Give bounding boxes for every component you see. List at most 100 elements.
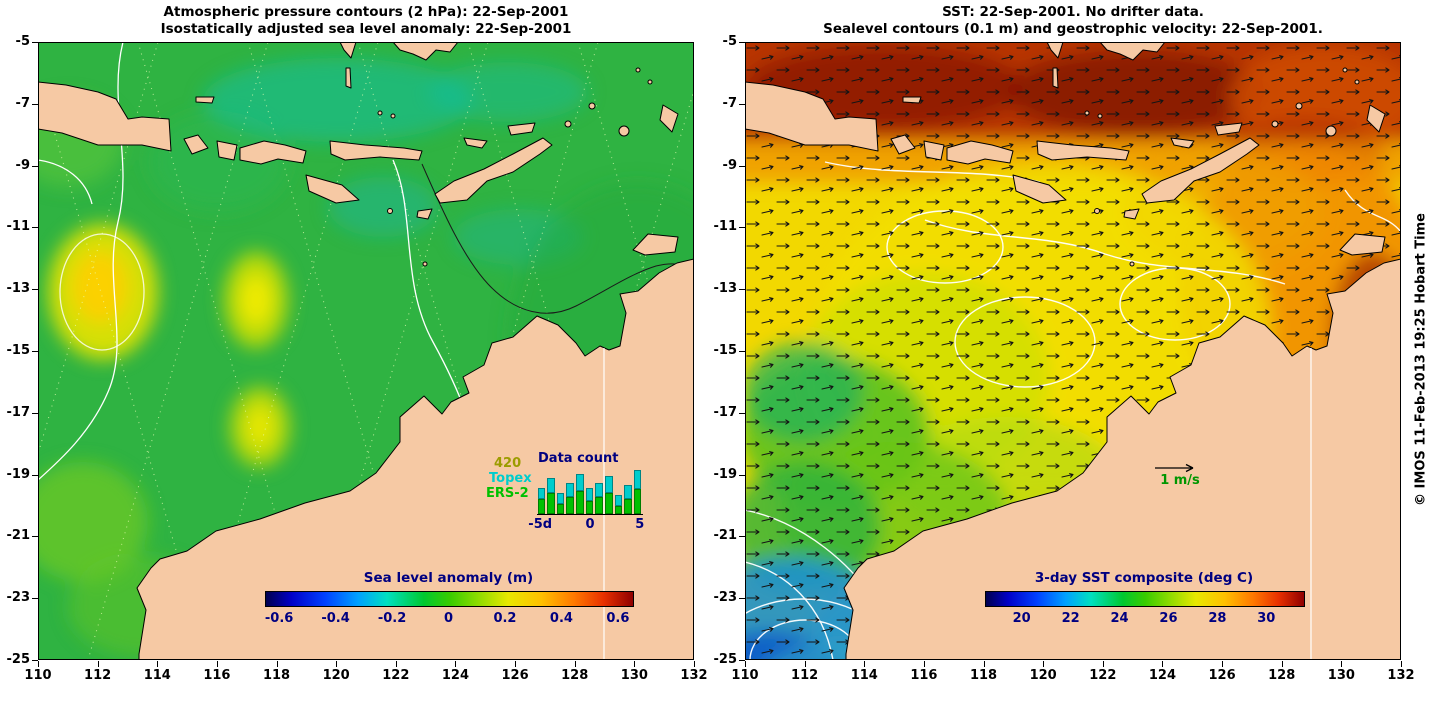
histogram-bar-segment [624, 484, 632, 500]
right-panel-title-line2: Sealevel contours (0.1 m) and geostrophi… [823, 21, 1323, 37]
lat-tick-mark [32, 42, 38, 43]
lat-tick-label: -15 [6, 343, 31, 358]
plot-border [745, 42, 1401, 660]
lon-tick-mark [694, 661, 695, 667]
inset-x-tick-label: 0 [585, 517, 595, 532]
data-count-title: Data count [538, 451, 619, 466]
lon-tick-mark [864, 661, 866, 667]
lat-tick-mark [32, 598, 38, 600]
lat-tick-mark [739, 660, 745, 661]
colorbar-tick-label: 26 [1159, 611, 1178, 626]
histogram-bar-segment [604, 476, 613, 494]
lon-tick-mark [97, 661, 99, 667]
lon-tick-label: 122 [1089, 668, 1117, 683]
lon-tick-label: 122 [382, 668, 410, 683]
lon-tick-mark [336, 661, 338, 667]
histogram-bar-segment [614, 505, 623, 514]
inset-legend-ers2: ERS-2 [486, 486, 529, 501]
histogram-bar-segment [566, 482, 575, 498]
colorbar-tick-label: 0 [443, 611, 454, 626]
histogram-bar-segment [585, 487, 594, 502]
lat-tick-mark [32, 165, 38, 167]
left-panel-title-line1: Atmospheric pressure contours (2 hPa): 2… [163, 4, 569, 20]
lon-tick-label: 132 [1387, 668, 1415, 683]
colorbar-tick-label: 0.6 [606, 611, 630, 626]
histogram-bar-segment [556, 493, 565, 504]
inset-x-tick-label: 5 [635, 517, 645, 532]
histogram-bar-segment [537, 499, 546, 514]
lat-tick-mark [32, 536, 38, 538]
lat-tick-mark [739, 351, 745, 352]
lon-tick-label: 112 [791, 668, 819, 683]
lon-tick-mark [983, 661, 985, 667]
lon-tick-mark [276, 661, 278, 667]
lon-tick-label: 124 [441, 668, 470, 683]
lon-tick-label: 114 [143, 668, 171, 683]
colorbar-tick-label: -0.2 [377, 611, 407, 626]
lat-tick-label: -15 [713, 343, 738, 358]
lon-tick-label: 130 [1327, 668, 1355, 683]
lon-tick-label: 120 [322, 668, 350, 683]
histogram-bar-segment [556, 503, 565, 514]
lon-tick-label: 110 [731, 668, 759, 683]
lon-tick-label: 118 [969, 668, 998, 683]
shelf-contour [421, 163, 694, 314]
lon-tick-label: 132 [680, 668, 708, 683]
sea-level-colorbar-title: Sea level anomaly (m) [363, 570, 534, 586]
lon-tick-mark [1162, 661, 1164, 667]
lat-tick-mark [739, 536, 745, 538]
colorbar-tick-label: 0.4 [549, 611, 573, 626]
lon-tick-mark [634, 661, 636, 667]
lon-tick-mark [515, 661, 517, 667]
lon-tick-label: 110 [24, 668, 52, 683]
lat-tick-label: -9 [15, 157, 30, 173]
lat-tick-label: -25 [6, 652, 31, 667]
lat-tick-mark [739, 474, 745, 476]
lat-tick-mark [739, 598, 745, 600]
sst-colorbar [985, 591, 1305, 607]
lon-tick-mark [1401, 661, 1402, 667]
histogram-bar-segment [585, 501, 594, 514]
lat-tick-mark [32, 412, 38, 414]
lon-tick-label: 128 [561, 668, 589, 683]
lat-tick-mark [739, 412, 745, 414]
colorbar-tick-label: 20 [1012, 611, 1031, 626]
lat-tick-label: -21 [6, 528, 31, 544]
lat-tick-mark [32, 474, 38, 476]
plot-border [38, 42, 694, 660]
lon-tick-mark [455, 661, 457, 667]
inset-legend-topex: Topex [489, 471, 532, 486]
lon-tick-mark [745, 661, 746, 667]
lon-tick-label: 126 [501, 668, 529, 683]
lon-tick-mark [1341, 661, 1343, 667]
lon-tick-label: 124 [1148, 668, 1177, 683]
lat-tick-mark [739, 103, 745, 105]
sea-level-colorbar [265, 591, 634, 607]
colorbar-tick-label: 28 [1208, 611, 1227, 626]
lon-tick-label: 116 [203, 668, 231, 683]
velocity-scale-arrow [1155, 463, 1194, 473]
lon-tick-label: 128 [1268, 668, 1296, 683]
lon-tick-mark [1222, 661, 1224, 667]
colorbar-tick-label: 0.2 [493, 611, 517, 626]
sst-colorbar-title: 3-day SST composite (deg C) [1034, 570, 1254, 586]
histogram-bar-segment [595, 482, 603, 498]
lat-tick-mark [32, 660, 38, 661]
lat-tick-label: -7 [722, 95, 737, 111]
histogram-bar-segment [547, 478, 555, 494]
lon-tick-mark [1102, 661, 1104, 667]
colorbar-tick-label: 30 [1257, 611, 1276, 626]
colorbar-tick-label: 24 [1110, 611, 1129, 626]
colorbar-tick-label: -0.6 [264, 611, 294, 626]
lat-tick-label: -17 [6, 404, 31, 420]
lat-tick-label: -13 [6, 281, 31, 297]
sst-velocity-map [745, 42, 1401, 660]
lon-tick-label: 118 [262, 668, 291, 683]
histogram-bar-segment [576, 490, 584, 514]
lat-tick-label: -5 [722, 34, 737, 49]
inset-x-tick-label: -5d [528, 517, 553, 532]
data-count-total: 420 [494, 456, 522, 471]
copyright-vertical-text: © IMOS 11-Feb-2013 19:25 Hobart Time [1413, 213, 1429, 506]
lat-tick-label: -19 [713, 466, 738, 482]
histogram-bar-segment [633, 470, 642, 489]
